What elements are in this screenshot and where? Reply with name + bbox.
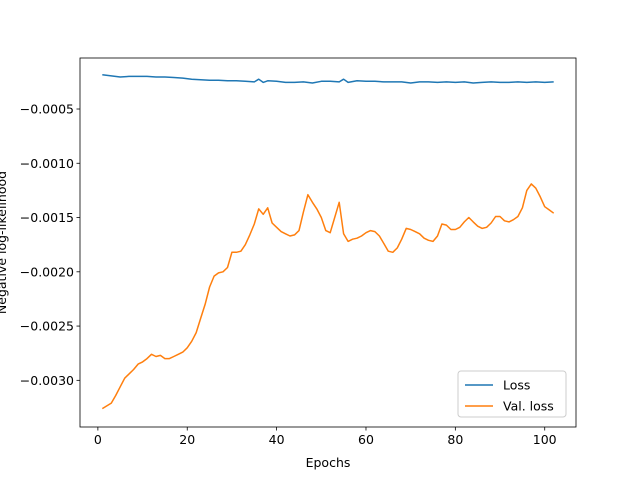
y-tick-label: −0.0020 bbox=[20, 264, 74, 279]
legend: Loss Val. loss bbox=[457, 370, 567, 418]
series-line-2 bbox=[101, 183, 555, 410]
y-axis-title: Negative log-likelihood bbox=[0, 171, 9, 314]
legend-label: Val. loss bbox=[503, 399, 554, 414]
x-axis-ticks: 0 20 40 60 80 100 bbox=[94, 427, 557, 447]
x-tick-label: 100 bbox=[533, 432, 557, 447]
y-axis-ticks: −0.0030 −0.0025 −0.0020 −0.0015 −0.0010 −0.00… bbox=[20, 102, 80, 388]
legend-label: Loss bbox=[503, 378, 530, 393]
x-tick-label: 60 bbox=[358, 432, 374, 447]
x-tick-label: 40 bbox=[269, 432, 285, 447]
y-tick-label: −0.0005 bbox=[20, 102, 74, 117]
y-tick-label: −0.0025 bbox=[20, 319, 74, 334]
y-tick-label: −0.0010 bbox=[20, 156, 74, 171]
series-line-1 bbox=[102, 74, 554, 84]
x-tick-label: 80 bbox=[447, 432, 463, 447]
y-tick-label: −0.0030 bbox=[20, 373, 74, 388]
axes-frame bbox=[79, 57, 577, 428]
x-tick-label: 20 bbox=[179, 432, 195, 447]
plot-area bbox=[101, 74, 555, 410]
x-tick-label: 0 bbox=[94, 432, 102, 447]
y-tick-label: −0.0015 bbox=[20, 210, 74, 225]
x-axis-title: Epochs bbox=[306, 455, 351, 470]
